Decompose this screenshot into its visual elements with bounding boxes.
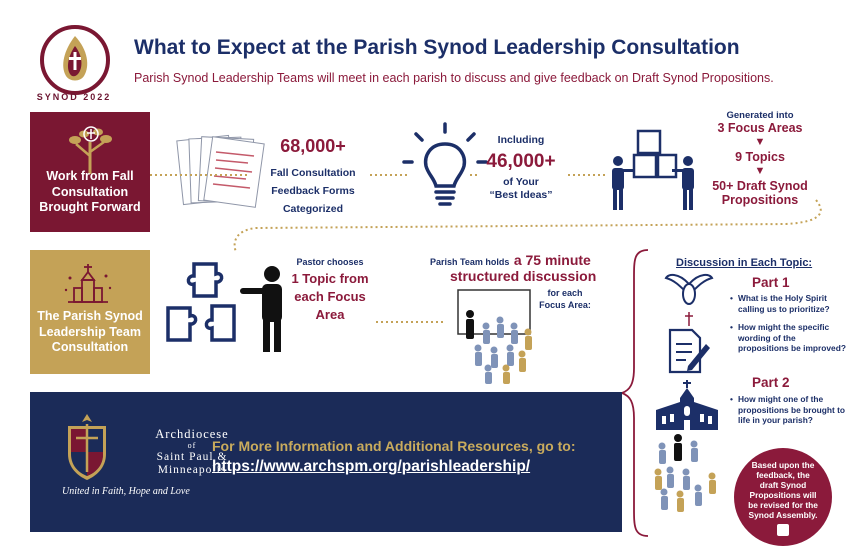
topics: 9 Topics xyxy=(735,150,785,164)
question-2: How might the specific wording of the pr… xyxy=(730,322,848,354)
arch-line-3: Saint Paul & xyxy=(156,450,228,463)
people-puzzle-icon xyxy=(612,129,694,210)
team-discussion-line2: structured discussion xyxy=(450,268,597,284)
fall-consultation-label: Work from Fall Consultation Brought Forw… xyxy=(39,169,141,215)
ideas-stat: Including 46,000+ of Your “Best Ideas” xyxy=(476,130,566,202)
congregation-icon xyxy=(654,434,716,512)
church-icon xyxy=(64,264,112,303)
ideas-desc-1: of Your xyxy=(503,176,539,188)
pastor-figure-icon xyxy=(240,266,282,352)
brace-icon xyxy=(619,249,649,537)
info-text: For More Information and Additional Reso… xyxy=(212,438,576,454)
discussion-title: Discussion in Each Topic: xyxy=(676,257,813,269)
team-each-label: for each Focus Area: xyxy=(539,288,591,310)
ideas-intro: Including xyxy=(497,134,545,146)
logo-text: SYNOD 2022 xyxy=(36,92,112,102)
mini-logo-icon xyxy=(777,524,789,537)
question-1: What is the Holy Spirit calling us to pr… xyxy=(730,293,848,314)
info-footer: Archdiocese of Saint Paul & Minneapolis … xyxy=(30,392,622,532)
dotted-connector-2 xyxy=(233,199,822,253)
info-link[interactable]: https://www.archspm.org/parishleadership… xyxy=(212,458,531,475)
team-intro: Parish Team holds xyxy=(430,257,510,267)
archdiocese-tagline: United in Faith, Hope and Love xyxy=(62,486,190,497)
pastor-intro: Pastor chooses xyxy=(296,257,364,267)
part1-heading: Part 1 xyxy=(752,275,790,290)
ideas-count: 46,000+ xyxy=(486,151,556,172)
archdiocese-name: Archdiocese of Saint Paul & Minneapolis xyxy=(150,427,234,477)
part2-heading: Part 2 xyxy=(752,375,790,390)
closing-text: Based upon the feedback, the draft Synod… xyxy=(748,460,818,521)
team-duration: a 75 minute xyxy=(513,252,591,268)
generated-label: Generated into xyxy=(726,110,794,121)
arch-line-2: of xyxy=(187,441,197,451)
cathedral-icon xyxy=(656,380,718,430)
fall-consultation-box: Work from Fall Consultation Brought Forw… xyxy=(30,112,150,232)
small-cross-icon xyxy=(685,312,693,326)
propositions: 50+ Draft Synod Propositions xyxy=(712,179,808,207)
puzzle-pieces-icon xyxy=(166,262,236,342)
leadership-team-label: The Parish Synod Leadership Team Consult… xyxy=(37,309,143,355)
synod-logo xyxy=(40,25,110,95)
ideas-desc-2: “Best Ideas” xyxy=(489,189,553,202)
team-discussion-line1: Parish Team holds a 75 minute xyxy=(430,252,591,270)
page-subtitle: Parish Synod Leadership Teams will meet … xyxy=(134,71,774,85)
focus-areas-flow: Generated into 3 Focus Areas ▼ 9 Topics … xyxy=(690,110,830,207)
dotted-connector-3 xyxy=(376,321,446,323)
dotted-connector-1 xyxy=(150,174,608,176)
forms-count: 68,000+ xyxy=(280,136,346,156)
leadership-team-box: The Parish Synod Leadership Team Consult… xyxy=(30,250,150,374)
archdiocese-crest-icon xyxy=(68,414,106,480)
feedback-forms-icon xyxy=(176,134,265,208)
pastor-choice-text: 1 Topic from each Focus Area xyxy=(291,271,369,322)
forms-stat: 68,000+ Fall Consultation Feedback Forms… xyxy=(258,136,368,217)
closing-circle: Based upon the feedback, the draft Synod… xyxy=(734,448,832,546)
pastor-choice: Pastor chooses 1 Topic from each Focus A… xyxy=(290,257,370,324)
document-pen-icon xyxy=(668,328,710,374)
down-arrow-icon: ▼ xyxy=(754,165,766,177)
focus-areas: 3 Focus Areas xyxy=(717,121,803,135)
lightbulb-icon xyxy=(402,122,488,206)
arch-line-1: Archdiocese xyxy=(155,427,229,441)
forms-desc: Fall Consultation Feedback Forms Categor… xyxy=(270,167,356,215)
arch-line-4: Minneapolis xyxy=(157,463,227,476)
dove-icon xyxy=(664,273,714,305)
tree-cross-icon xyxy=(69,126,112,174)
down-arrow-icon: ▼ xyxy=(754,136,766,148)
question-3: How might one of the propositions be bro… xyxy=(730,394,848,426)
page-title: What to Expect at the Parish Synod Leade… xyxy=(134,36,740,59)
team-meeting-icon xyxy=(457,289,532,384)
